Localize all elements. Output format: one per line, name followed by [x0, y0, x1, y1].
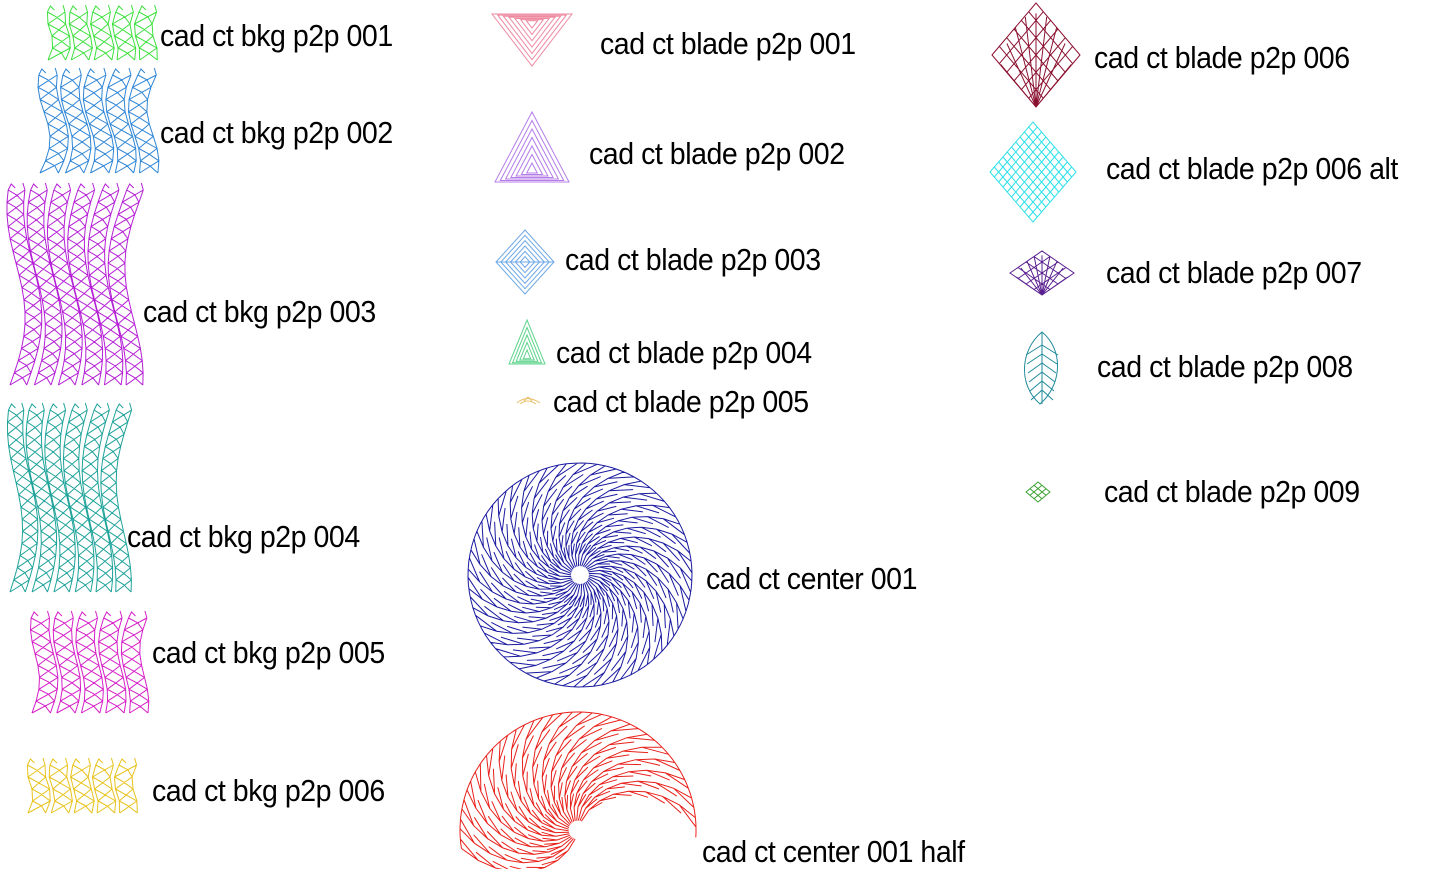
design-blade-008 — [1024, 331, 1059, 405]
design-blade-006-alt — [989, 121, 1077, 223]
design-center-001-half — [459, 711, 697, 869]
design-blade-004 — [508, 318, 546, 365]
label-blade-003: cad ct blade p2p 003 — [565, 242, 821, 277]
label-blade-009: cad ct blade p2p 009 — [1104, 474, 1360, 509]
design-bkg-006 — [26, 757, 138, 814]
design-blade-009 — [1025, 481, 1051, 503]
design-center-001 — [467, 462, 693, 688]
label-blade-004: cad ct blade p2p 004 — [556, 335, 812, 370]
label-center-001-half: cad ct center 001 half — [702, 834, 965, 869]
label-center-001: cad ct center 001 — [706, 561, 917, 596]
label-bkg-002: cad ct bkg p2p 002 — [160, 115, 393, 150]
label-blade-008: cad ct blade p2p 008 — [1097, 349, 1353, 384]
label-blade-001: cad ct blade p2p 001 — [600, 26, 856, 61]
design-blade-005 — [516, 396, 541, 405]
design-bkg-001 — [46, 4, 158, 61]
label-blade-006: cad ct blade p2p 006 — [1094, 40, 1350, 75]
label-blade-005: cad ct blade p2p 005 — [553, 384, 809, 419]
design-blade-001 — [490, 13, 574, 67]
label-bkg-003: cad ct bkg p2p 003 — [143, 294, 376, 329]
design-blade-003 — [495, 229, 555, 295]
label-blade-006-alt: cad ct blade p2p 006 alt — [1106, 151, 1398, 186]
label-bkg-001: cad ct bkg p2p 001 — [160, 18, 393, 53]
label-bkg-004: cad ct bkg p2p 004 — [127, 519, 360, 554]
design-blade-006 — [991, 2, 1081, 108]
label-blade-002: cad ct blade p2p 002 — [589, 136, 845, 171]
label-bkg-006: cad ct bkg p2p 006 — [152, 773, 385, 808]
design-blade-002 — [494, 110, 570, 183]
label-bkg-005: cad ct bkg p2p 005 — [152, 635, 385, 670]
label-blade-007: cad ct blade p2p 007 — [1106, 255, 1362, 290]
design-blade-007 — [1009, 250, 1075, 296]
design-bkg-004 — [6, 402, 133, 593]
design-bkg-002 — [37, 67, 160, 174]
design-bkg-005 — [29, 610, 150, 714]
design-bkg-003 — [6, 182, 144, 386]
